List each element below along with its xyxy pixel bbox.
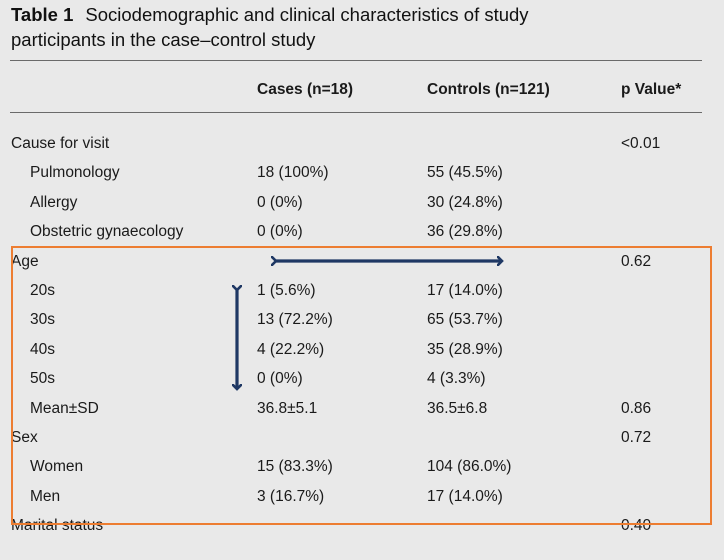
header-controls: Controls (n=121) bbox=[427, 81, 550, 98]
cell-p-value: <0.01 bbox=[621, 135, 661, 152]
cell-cases: 18 (100%) bbox=[257, 164, 329, 181]
cell-controls: 36.5±6.8 bbox=[427, 400, 488, 417]
row-label: 40s bbox=[30, 341, 55, 358]
table-title: Table 1 Sociodemographic and clinical cha… bbox=[11, 2, 711, 52]
cell-controls: 30 (24.8%) bbox=[427, 194, 503, 211]
cell-cases: 0 (0%) bbox=[257, 223, 303, 240]
table-number: Table 1 bbox=[11, 4, 74, 25]
section-label: Marital status bbox=[11, 517, 104, 534]
row-label: Obstetric gynaecology bbox=[30, 223, 184, 240]
cell-cases: 0 (0%) bbox=[257, 370, 303, 387]
cell-cases: 4 (22.2%) bbox=[257, 341, 325, 358]
cell-cases: 3 (16.7%) bbox=[257, 488, 325, 505]
header-cases: Cases (n=18) bbox=[257, 81, 354, 98]
cell-controls: 17 (14.0%) bbox=[427, 488, 503, 505]
cell-controls: 35 (28.9%) bbox=[427, 341, 503, 358]
cell-cases: 0 (0%) bbox=[257, 194, 303, 211]
cell-controls: 55 (45.5%) bbox=[427, 164, 503, 181]
section-label: Sex bbox=[11, 429, 38, 446]
row-label: Allergy bbox=[30, 194, 78, 211]
cell-p-value: 0.62 bbox=[621, 253, 652, 270]
cell-cases: 15 (83.3%) bbox=[257, 458, 333, 475]
cell-cases: 13 (72.2%) bbox=[257, 311, 333, 328]
cell-p-value: 0.86 bbox=[621, 400, 652, 417]
row-label: 30s bbox=[30, 311, 55, 328]
table-title-line1: Sociodemographic and clinical characteri… bbox=[85, 4, 529, 25]
cell-cases: 36.8±5.1 bbox=[257, 400, 318, 417]
table-top-rule bbox=[10, 60, 702, 61]
cell-controls: 36 (29.8%) bbox=[427, 223, 503, 240]
row-label: Mean±SD bbox=[30, 400, 99, 417]
row-label: Pulmonology bbox=[30, 164, 120, 181]
section-label: Age bbox=[11, 253, 39, 270]
row-label: Women bbox=[30, 458, 84, 475]
highlight-box bbox=[11, 246, 712, 525]
table-title-line2: participants in the case–control study bbox=[11, 29, 316, 50]
row-label: 20s bbox=[30, 282, 55, 299]
cell-controls: 17 (14.0%) bbox=[427, 282, 503, 299]
section-label: Cause for visit bbox=[11, 135, 110, 152]
cell-cases: 1 (5.6%) bbox=[257, 282, 316, 299]
header-p-value: p Value* bbox=[621, 81, 682, 98]
row-label: Men bbox=[30, 488, 61, 505]
cell-controls: 65 (53.7%) bbox=[427, 311, 503, 328]
cell-controls: 4 (3.3%) bbox=[427, 370, 486, 387]
cell-p-value: 0.40 bbox=[621, 517, 652, 534]
header-bottom-rule bbox=[10, 112, 702, 113]
row-label: 50s bbox=[30, 370, 55, 387]
cell-p-value: 0.72 bbox=[621, 429, 652, 446]
cell-controls: 104 (86.0%) bbox=[427, 458, 512, 475]
